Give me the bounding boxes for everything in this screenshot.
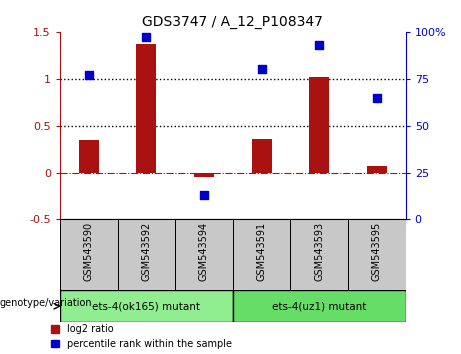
FancyBboxPatch shape bbox=[118, 219, 175, 290]
Point bbox=[258, 67, 266, 72]
Point bbox=[200, 192, 207, 198]
Point bbox=[85, 72, 92, 78]
FancyBboxPatch shape bbox=[233, 219, 290, 290]
Bar bbox=[194, 172, 214, 177]
FancyBboxPatch shape bbox=[60, 290, 233, 322]
Text: GSM543595: GSM543595 bbox=[372, 222, 382, 281]
Bar bbox=[136, 44, 156, 172]
Point bbox=[315, 42, 323, 48]
Text: genotype/variation: genotype/variation bbox=[0, 298, 93, 308]
FancyBboxPatch shape bbox=[175, 219, 233, 290]
Bar bbox=[309, 77, 329, 172]
FancyBboxPatch shape bbox=[348, 219, 406, 290]
Text: ets-4(uz1) mutant: ets-4(uz1) mutant bbox=[272, 301, 366, 311]
Bar bbox=[367, 166, 387, 172]
FancyBboxPatch shape bbox=[233, 290, 406, 322]
Text: GSM543594: GSM543594 bbox=[199, 222, 209, 281]
Bar bbox=[252, 139, 272, 172]
Bar bbox=[79, 140, 99, 172]
FancyBboxPatch shape bbox=[60, 219, 118, 290]
FancyBboxPatch shape bbox=[290, 219, 348, 290]
Title: GDS3747 / A_12_P108347: GDS3747 / A_12_P108347 bbox=[142, 16, 323, 29]
Text: GSM543591: GSM543591 bbox=[257, 222, 266, 281]
Legend: log2 ratio, percentile rank within the sample: log2 ratio, percentile rank within the s… bbox=[51, 324, 231, 349]
Text: GSM543592: GSM543592 bbox=[142, 222, 151, 281]
Text: GSM543593: GSM543593 bbox=[314, 222, 324, 281]
Point bbox=[142, 35, 150, 40]
Point bbox=[373, 95, 381, 101]
Text: GSM543590: GSM543590 bbox=[84, 222, 94, 281]
Text: ets-4(ok165) mutant: ets-4(ok165) mutant bbox=[92, 301, 201, 311]
